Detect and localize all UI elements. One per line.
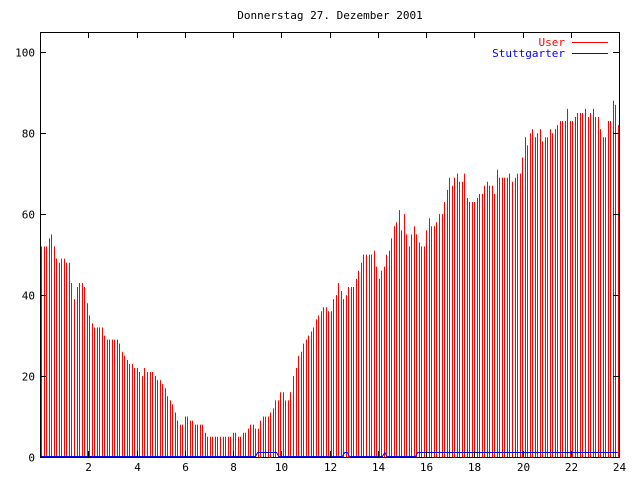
y-tick-label: 20 [22,371,35,384]
x-tick-label: 4 [134,461,141,474]
x-tick-label: 14 [372,461,386,474]
x-tick-label: 20 [517,461,530,474]
legend: User Stuttgarter [492,36,608,60]
x-tick-label: 22 [565,461,578,474]
x-tick-label: 24 [613,461,627,474]
x-tick-label: 12 [324,461,337,474]
x-axis: 2 4 6 8 10 12 14 16 18 20 22 24 [85,32,626,474]
legend-label-stuttgarter: Stuttgarter [492,47,565,60]
y-tick-label: 0 [28,452,35,465]
x-tick-label: 2 [85,461,92,474]
y-tick-label: 100 [15,47,35,60]
x-tick-label: 18 [468,461,481,474]
y-tick-label: 80 [22,128,35,141]
legend-label-user: User [539,36,566,49]
x-tick-label: 10 [275,461,288,474]
y-tick-label: 40 [22,290,35,303]
x-tick-label: 16 [420,461,433,474]
y-tick-label: 60 [22,209,35,222]
x-tick-label: 8 [230,461,237,474]
y-axis: 0 20 40 60 80 100 [15,47,619,465]
user-series-bars [41,100,619,457]
chart-title: Donnerstag 27. Dezember 2001 [237,9,422,22]
x-tick-label: 6 [182,461,189,474]
